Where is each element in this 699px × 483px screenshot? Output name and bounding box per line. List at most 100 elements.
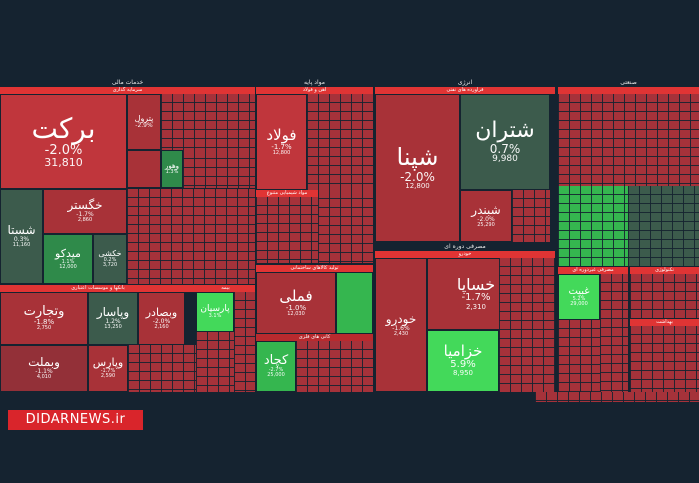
sector-label-cyclical: مصرفی دوره ای — [444, 243, 486, 250]
tile-percent: 1.1% — [61, 258, 75, 265]
tile-percent: 5.2% — [572, 296, 586, 302]
tile-volume: 3,720 — [102, 262, 118, 269]
tile-volume: 29,000 — [570, 301, 588, 308]
group-header-retail: مصرفی غیردوره ای — [558, 267, 628, 274]
tile-percent: 1.2% — [105, 318, 121, 326]
watermark-logo: DIDARNEWS.ir — [8, 410, 143, 430]
tile-percent: -2.0% — [400, 169, 435, 184]
tile-name: پارسیان — [200, 303, 230, 314]
tile-percent: -1.7% — [100, 368, 116, 375]
small-tiles-cluster[interactable] — [127, 189, 255, 284]
tile-percent: -2.7% — [268, 367, 284, 374]
group-header-mining: کانی های فلزی — [256, 334, 373, 341]
tile-fabira[interactable] — [336, 272, 373, 334]
group-header-tech: تکنولوژی — [630, 267, 699, 274]
tile-name: فولاد — [266, 125, 297, 144]
small-tiles-cluster[interactable] — [512, 190, 550, 242]
tile-foolad[interactable]: فولاد -1.7% 12,800 — [256, 94, 307, 190]
group-header-iron-steel: آهن و فولاد — [256, 87, 373, 94]
tile-volume: 2,860 — [77, 217, 93, 224]
tile-fameli[interactable]: فملی -1.0% 12,030 — [256, 272, 336, 334]
tile-name: فملی — [279, 286, 313, 305]
tile-volume: 11,160 — [12, 242, 31, 249]
tile-percent: -1.6% — [392, 324, 410, 332]
small-tiles-cluster[interactable] — [558, 186, 628, 266]
tile-name: میدکو — [55, 246, 81, 260]
tile-volume: 12,800 — [405, 182, 430, 191]
sector-label-energy: انرژی — [457, 79, 473, 86]
small-tiles-cluster[interactable] — [558, 94, 699, 186]
tile-volume: 2,430 — [393, 330, 409, 337]
tile-name: وهور — [164, 161, 180, 170]
tile-kchad[interactable]: کچاد -2.7% 25,000 — [256, 341, 296, 392]
tile-vbsader[interactable]: وبصادر -2.0% 2,160 — [138, 292, 185, 345]
tile-vparas[interactable]: وپارس -1.7% 2,590 — [88, 345, 128, 392]
tile-name: شتران — [475, 118, 535, 144]
small-tiles-cluster[interactable] — [630, 326, 699, 392]
small-tiles-cluster[interactable] — [499, 258, 555, 392]
tile-khzamia[interactable]: خزامیا 5.9% 8,950 — [427, 330, 499, 392]
small-tiles-cluster[interactable] — [318, 190, 373, 263]
tile-volume: 2,310 — [465, 302, 487, 311]
small-tiles-cluster[interactable] — [558, 320, 600, 392]
tile-percent: -1.7% — [76, 211, 94, 219]
tile-shasta[interactable]: شستا 0.3% 11,160 — [0, 189, 43, 284]
tile-volume: 25,000 — [267, 372, 285, 379]
tile-parsian[interactable]: پارسیان 3.1% — [196, 292, 234, 332]
small-tiles-cluster[interactable] — [196, 332, 234, 392]
tile-khgostar[interactable]: خگستر -1.7% 2,860 — [43, 189, 127, 234]
tile-khodro[interactable]: خودرو -1.6% 2,430 — [375, 258, 427, 392]
small-tiles-cluster[interactable] — [630, 274, 699, 318]
tile-name: خودرو — [385, 311, 417, 326]
tile-volume: 31,810 — [44, 156, 83, 170]
tile-percent: -1.8% — [33, 318, 55, 327]
tile-percent: 0.7% — [489, 141, 521, 156]
sector-label-industrial: صنعتی — [620, 79, 637, 86]
tile-fars[interactable] — [127, 150, 161, 188]
tile-name: کچاد — [263, 353, 289, 369]
small-tiles-cluster[interactable] — [256, 197, 318, 263]
tile-percent: -1.7% — [271, 142, 292, 151]
tile-vbmelat[interactable]: وبملت -1.1% 4,010 — [0, 345, 88, 392]
tile-name: پترول — [134, 113, 154, 123]
tile-name: شستا — [7, 223, 36, 238]
tile-name: خساپا — [456, 274, 496, 294]
tile-volume: 8,950 — [452, 369, 474, 378]
tile-name: خکشی — [98, 248, 122, 258]
tile-volume: 13,250 — [104, 324, 122, 331]
tile-vahvor[interactable]: وهور 1.3% — [161, 150, 183, 188]
tile-percent: -2.0% — [477, 215, 495, 223]
tile-percent: 0.2% — [103, 256, 117, 263]
tile-name: خزامیا — [443, 342, 483, 361]
tile-percent: -2.0% — [44, 142, 83, 158]
group-header-auto: خودرو — [375, 251, 555, 258]
tile-percent: 0.3% — [13, 236, 30, 244]
tile-shatran[interactable]: شتران 0.7% 9,980 — [460, 94, 550, 190]
tile-volume: 2,590 — [100, 373, 116, 380]
small-tiles-cluster[interactable] — [234, 292, 255, 392]
tile-ghabit[interactable]: غبیت 5.2% 29,000 — [558, 274, 600, 320]
tile-barkat[interactable]: برکت -2.0% 31,810 — [0, 94, 127, 189]
small-tiles-cluster[interactable] — [628, 186, 699, 266]
small-tiles-cluster[interactable] — [307, 94, 373, 190]
tile-vpasar[interactable]: وپاسار 1.2% 13,250 — [88, 292, 138, 345]
tile-volume: 12,000 — [59, 263, 77, 270]
tile-khe-sh[interactable]: خکشی 0.2% 3,720 — [93, 234, 127, 284]
tile-name: شپنا — [396, 143, 439, 172]
tile-name: وبصادر — [145, 305, 178, 319]
tile-volume: 12,800 — [272, 149, 291, 156]
group-header-refining: فرآورده های نفتی — [375, 87, 555, 94]
small-tiles-cluster[interactable] — [183, 150, 255, 188]
small-tiles-cluster[interactable] — [161, 94, 255, 150]
tile-shapna[interactable]: شپنا -2.0% 12,800 — [375, 94, 460, 242]
small-tiles-cluster[interactable] — [296, 341, 373, 392]
small-tiles-cluster[interactable] — [128, 345, 196, 392]
tile-ptrol[interactable]: پترول -2.9% — [127, 94, 161, 150]
tile-vtejarat[interactable]: وتجارت -1.8% 2,750 — [0, 292, 88, 345]
small-tiles-cluster[interactable] — [600, 274, 628, 392]
tile-shabandar[interactable]: شبندر -2.0% 25,290 — [460, 190, 512, 242]
group-header-insurance: بیمه — [196, 285, 255, 292]
small-tiles-strip[interactable] — [535, 392, 699, 402]
tile-midko[interactable]: میدکو 1.1% 12,000 — [43, 234, 93, 284]
